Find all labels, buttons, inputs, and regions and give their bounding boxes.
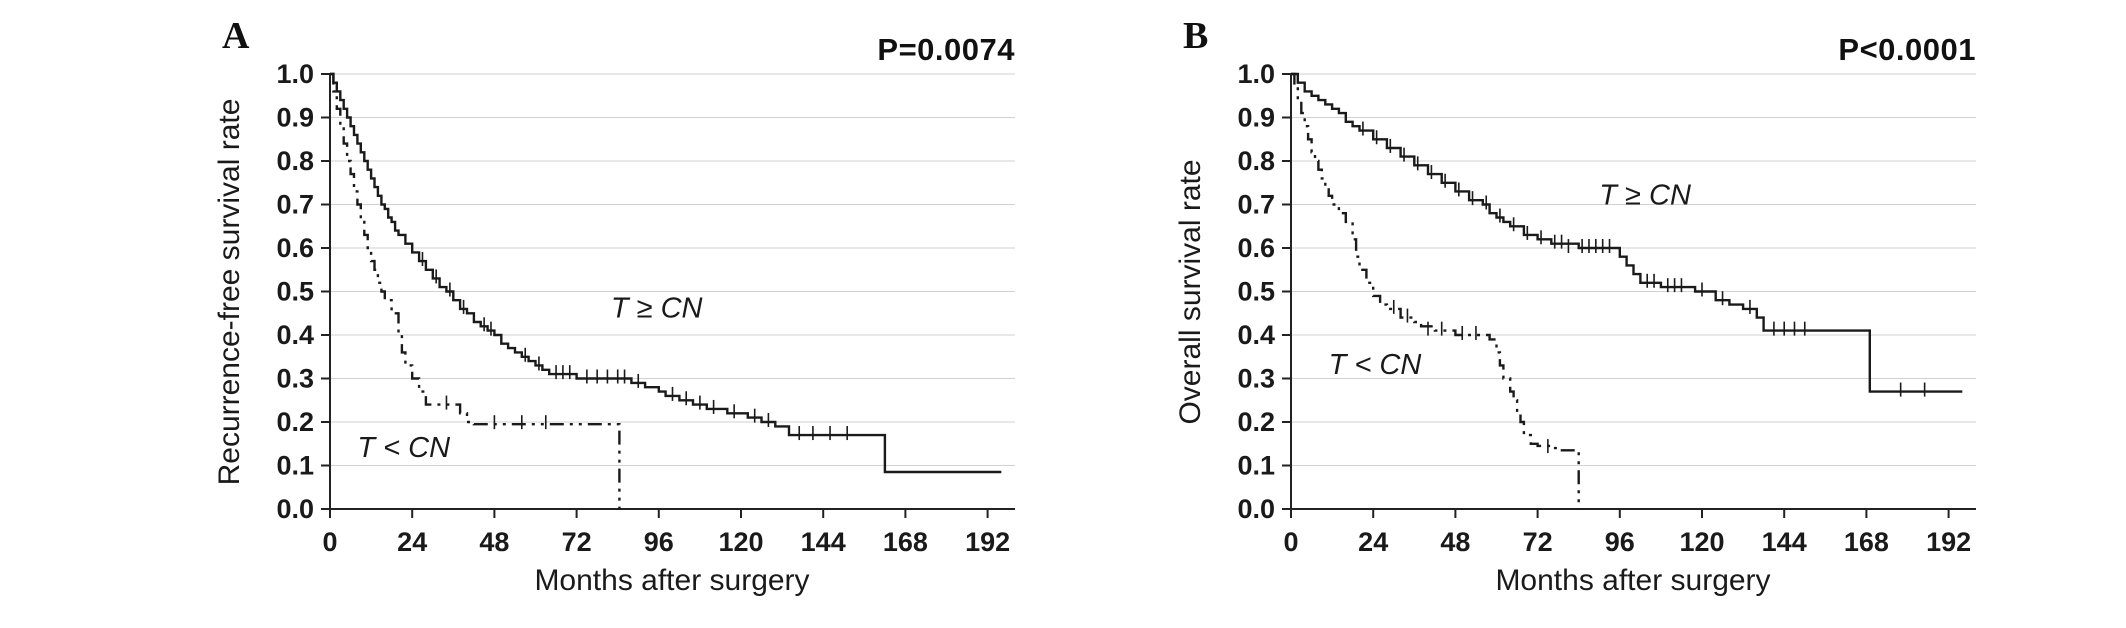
svg-text:168: 168 <box>1844 527 1889 557</box>
svg-text:0: 0 <box>1283 527 1298 557</box>
svg-text:0.9: 0.9 <box>276 103 314 133</box>
panel-a-km-plot: 0.0 0.1 0.2 0.3 0.4 0.5 0.6 0.7 0.8 0.9 1.0 0 24 48 72… <box>276 59 1015 557</box>
svg-text:0.4: 0.4 <box>1237 320 1275 350</box>
y-tick-labels: 0.0 0.1 0.2 0.3 0.4 0.5 0.6 0.7 0.8 0.9 1.0 <box>276 59 330 524</box>
panel-a: A P=0.0074 Recurrence-free survival rate… <box>130 6 1075 620</box>
svg-text:0.2: 0.2 <box>1237 407 1275 437</box>
curve-t-lt-cn-censor-marks <box>445 395 547 430</box>
svg-text:0.6: 0.6 <box>1237 233 1275 263</box>
svg-text:0.5: 0.5 <box>276 277 314 307</box>
svg-text:0.8: 0.8 <box>1237 146 1275 176</box>
svg-text:24: 24 <box>397 527 427 557</box>
curve-t-ge-cn-censor-marks <box>1362 121 1926 397</box>
svg-text:0.7: 0.7 <box>1237 190 1275 220</box>
svg-text:96: 96 <box>1605 527 1635 557</box>
y-tick-labels: 0.0 0.1 0.2 0.3 0.4 0.5 0.6 0.7 0.8 0.9 1.0 <box>1237 59 1291 524</box>
panel-b-km-plot: 0.0 0.1 0.2 0.3 0.4 0.5 0.6 0.7 0.8 0.9 1.0 0 24 48 72… <box>1237 59 1976 557</box>
svg-text:0.0: 0.0 <box>276 494 314 524</box>
panel-a-letter: A <box>222 15 250 57</box>
svg-text:0.7: 0.7 <box>276 190 314 220</box>
svg-text:0: 0 <box>322 527 337 557</box>
panel-a-x-axis-title: Months after surgery <box>534 564 810 597</box>
gridlines <box>330 73 1015 466</box>
svg-text:24: 24 <box>1358 527 1388 557</box>
svg-text:192: 192 <box>965 527 1010 557</box>
svg-text:1.0: 1.0 <box>1237 59 1275 89</box>
curve-t-ge-cn <box>330 72 1002 474</box>
svg-text:120: 120 <box>718 527 763 557</box>
panel-b: B P<0.0001 Overall survival rate 0.0 0.1 0… <box>1091 6 2036 620</box>
svg-text:0.6: 0.6 <box>276 233 314 263</box>
curve-t-ge-cn-label: T ≥ CN <box>1599 180 1691 212</box>
gridlines <box>1291 73 1976 466</box>
curve-t-lt-cn-label: T < CN <box>357 432 450 464</box>
svg-text:0.8: 0.8 <box>276 146 314 176</box>
panel-b-letter: B <box>1183 15 1209 57</box>
svg-text:0.4: 0.4 <box>276 320 314 350</box>
svg-text:144: 144 <box>801 527 846 557</box>
curve-t-lt-cn-censor-marks <box>1392 299 1549 454</box>
panel-b-x-axis-title: Months after surgery <box>1495 564 1771 597</box>
svg-text:96: 96 <box>644 527 674 557</box>
svg-text:1.0: 1.0 <box>276 59 314 89</box>
curve-t-lt-cn-label: T < CN <box>1329 349 1422 381</box>
svg-text:0.9: 0.9 <box>1237 103 1275 133</box>
svg-text:0.1: 0.1 <box>276 451 314 481</box>
curve-t-ge-cn <box>1291 72 1963 393</box>
svg-text:0.3: 0.3 <box>1237 364 1275 394</box>
svg-text:0.5: 0.5 <box>1237 277 1275 307</box>
svg-text:72: 72 <box>1523 527 1553 557</box>
svg-text:0.2: 0.2 <box>276 407 314 437</box>
panel-a-p-value: P=0.0074 <box>877 32 1015 67</box>
svg-text:0.3: 0.3 <box>276 364 314 394</box>
panel-b-p-value: P<0.0001 <box>1838 32 1976 67</box>
x-tick-labels: 0 24 48 72 96 120 144 168 192 <box>322 509 1010 557</box>
curve-t-ge-cn-censor-marks <box>421 252 848 441</box>
curve-t-lt-cn <box>330 72 621 509</box>
curve-t-lt-cn <box>1291 72 1580 509</box>
svg-text:48: 48 <box>479 527 509 557</box>
svg-text:144: 144 <box>1762 527 1807 557</box>
svg-text:0.1: 0.1 <box>1237 451 1275 481</box>
svg-text:72: 72 <box>562 527 592 557</box>
svg-text:168: 168 <box>883 527 928 557</box>
svg-text:0.0: 0.0 <box>1237 494 1275 524</box>
curve-t-ge-cn-label: T ≥ CN <box>611 293 703 325</box>
svg-text:120: 120 <box>1679 527 1724 557</box>
x-tick-labels: 0 24 48 72 96 120 144 168 192 <box>1283 509 1971 557</box>
svg-text:48: 48 <box>1440 527 1470 557</box>
svg-text:192: 192 <box>1926 527 1971 557</box>
